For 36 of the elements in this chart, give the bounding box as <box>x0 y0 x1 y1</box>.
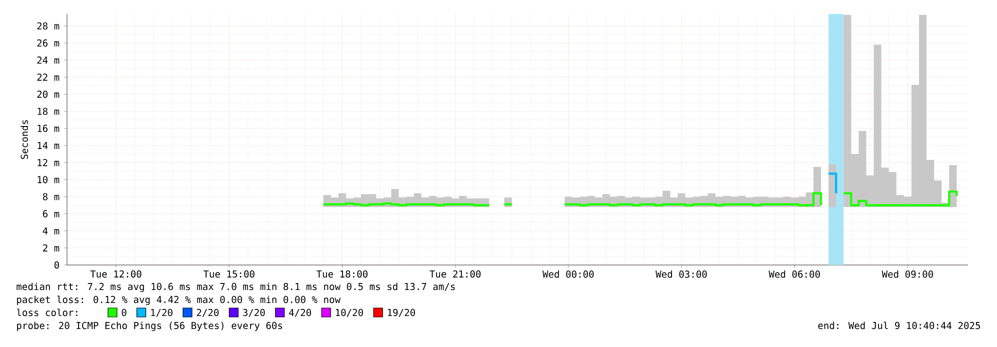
y-tick-label: 10 m <box>38 176 60 184</box>
legend-label: 3/20 <box>243 308 265 317</box>
y-tick-label: 0 <box>54 261 59 269</box>
y-tick-label: 8 m <box>42 193 60 200</box>
x-tick-label: Tue 21:00 <box>430 270 481 278</box>
x-tick-label: Wed 03:00 <box>656 270 707 278</box>
y-tick-label: 14 m <box>38 142 60 149</box>
y-tick-label: 20 m <box>37 90 60 98</box>
text: end: Wed Jul 9 10:40:44 2025 <box>818 322 980 330</box>
legend-label: 10/20 <box>336 308 363 317</box>
y-tick-label: 2 m <box>43 244 60 252</box>
x-tick-label: Tue 15:00 <box>203 270 254 278</box>
legend-label: 4/20 <box>289 308 312 317</box>
text: packet loss: 0.12 % avg 4.42 % max 0.00 % min 0.00 % now <box>17 296 341 306</box>
text: probe: 20 ICMP Echo Pings (56 Bytes) every 60s <box>17 322 282 332</box>
y-tick-label: 22 m <box>37 74 60 81</box>
x-tick-label: Tue 12:00 <box>90 270 142 278</box>
legend-label: 0 <box>122 308 126 316</box>
x-tick-label: Wed 06:00 <box>768 270 820 278</box>
y-tick-label: 26 m <box>37 39 60 47</box>
y-tick-label: 6 m <box>42 210 60 218</box>
text: median rtt: 7.2 ms avg 10.6 ms max 7.0 ms min 8.1 ms now 0.5 ms sd 13.7 am/s <box>16 282 455 292</box>
y-tick-label: 28 m <box>37 22 60 30</box>
x-tick-label: Tue 18:00 <box>316 270 368 278</box>
y-tick-label: 12 m <box>38 159 60 166</box>
x-tick-label: Wed 00:00 <box>542 270 594 278</box>
y-axis-title: Seconds <box>20 120 28 159</box>
x-tick-label: Wed 09:00 <box>882 270 933 278</box>
legend-label: 1/20 <box>151 308 172 317</box>
y-tick-label: 18 m <box>38 108 60 115</box>
y-tick-label: 24 m <box>37 56 60 64</box>
y-tick-label: 16 m <box>38 124 60 132</box>
legend-label: 2/20 <box>196 308 219 317</box>
y-tick-label: 4 m <box>42 227 60 234</box>
legend-label: 19/20 <box>388 308 415 317</box>
legend-title: loss color: <box>16 308 78 316</box>
